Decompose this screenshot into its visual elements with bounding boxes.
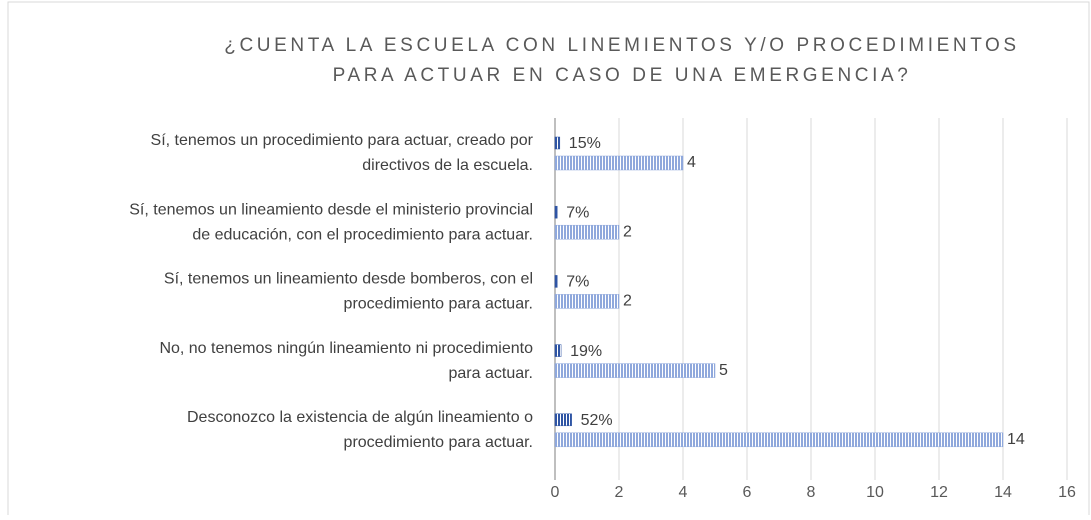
bar	[554, 344, 562, 357]
data-label: 4	[687, 154, 696, 171]
bar	[554, 136, 561, 150]
data-label: 5	[719, 362, 728, 379]
x-tick-label: 0	[551, 484, 560, 501]
x-tick-label: 8	[807, 484, 816, 501]
bar	[554, 294, 620, 309]
category-label: procedimiento para actuar.	[344, 296, 533, 313]
chart-title: ¿CUENTA LA ESCUELA CON LINEMIENTOS Y/O P…	[224, 35, 1019, 56]
x-tick-label: 10	[866, 484, 884, 501]
bar	[554, 363, 716, 378]
category-label: Sí, tenemos un procedimiento para actuar…	[151, 132, 534, 149]
data-label: 7%	[566, 204, 589, 221]
category-label: directivos de la escuela.	[362, 157, 533, 174]
x-tick-label: 16	[1058, 484, 1076, 501]
data-label: 15%	[569, 135, 601, 152]
category-label: No, no tenemos ningún lineamiento ni pro…	[159, 340, 533, 357]
x-tick-label: 4	[679, 484, 688, 501]
category-label: procedimiento para actuar.	[344, 434, 533, 451]
bar	[554, 205, 558, 219]
chart-border	[7, 1, 1090, 520]
chart-title: PARA ACTUAR EN CASO DE UNA EMERGENCIA?	[333, 65, 912, 86]
data-label: 2	[623, 223, 632, 240]
bar	[554, 155, 684, 171]
bar	[554, 224, 620, 240]
category-label: de educación, con el procedimiento para …	[192, 226, 533, 243]
bar	[554, 275, 558, 288]
category-label: Sí, tenemos un lineamiento desde bombero…	[164, 271, 533, 288]
x-tick-label: 6	[743, 484, 752, 501]
category-label: para actuar.	[449, 365, 534, 382]
data-label: 2	[623, 293, 632, 310]
data-label: 14	[1007, 431, 1025, 448]
category-label: Desconozco la existencia de algún lineam…	[187, 409, 533, 426]
x-tick-label: 12	[930, 484, 948, 501]
data-label: 7%	[566, 274, 589, 291]
bar	[554, 413, 572, 427]
x-tick-label: 2	[615, 484, 624, 501]
x-tick-label: 14	[994, 484, 1012, 501]
data-label: 52%	[581, 412, 613, 429]
bar	[554, 432, 1004, 448]
data-label: 19%	[570, 343, 602, 360]
category-label: Sí, tenemos un lineamiento desde el mini…	[129, 201, 533, 218]
